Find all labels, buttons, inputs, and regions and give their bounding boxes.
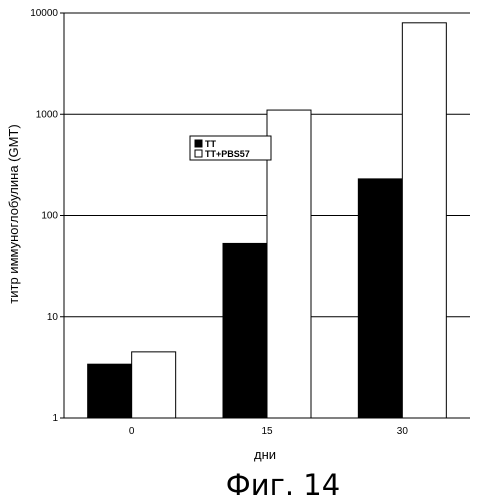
legend: TT TT+PBS57	[190, 136, 271, 160]
x-tick-label: 0	[129, 426, 135, 437]
legend-label-tt: TT	[205, 139, 216, 149]
y-tick-label: 100	[41, 211, 58, 222]
bar-tt-pbs57-day-30	[402, 23, 446, 418]
bar-tt-day-30	[358, 179, 402, 418]
bars	[88, 23, 447, 418]
x-tick-label: 15	[261, 426, 273, 437]
y-tick-label: 1	[52, 413, 58, 424]
bar-tt-pbs57-day-15	[267, 110, 311, 418]
y-tick-label: 10	[47, 312, 59, 323]
legend-swatch-tt	[195, 140, 202, 147]
figure-caption: Фиг. 14	[226, 468, 340, 500]
x-tick-label: 30	[397, 426, 409, 437]
y-tick-labels: 1 10 100 1000 10000	[30, 8, 58, 424]
legend-label-tt-pbs57: TT+PBS57	[205, 149, 250, 159]
bar-tt-day-0	[88, 364, 132, 418]
y-tick-label: 10000	[30, 8, 58, 19]
x-tick-labels: 0 15 30	[129, 426, 408, 437]
x-axis-title: дни	[254, 447, 276, 462]
legend-swatch-tt-pbs57	[195, 150, 202, 157]
bar-tt-day-15	[223, 243, 267, 418]
y-tick-label: 1000	[36, 109, 59, 120]
y-axis-title: титр иммуноглобулина (GMT)	[6, 124, 21, 303]
bar-tt-pbs57-day-0	[132, 352, 176, 418]
